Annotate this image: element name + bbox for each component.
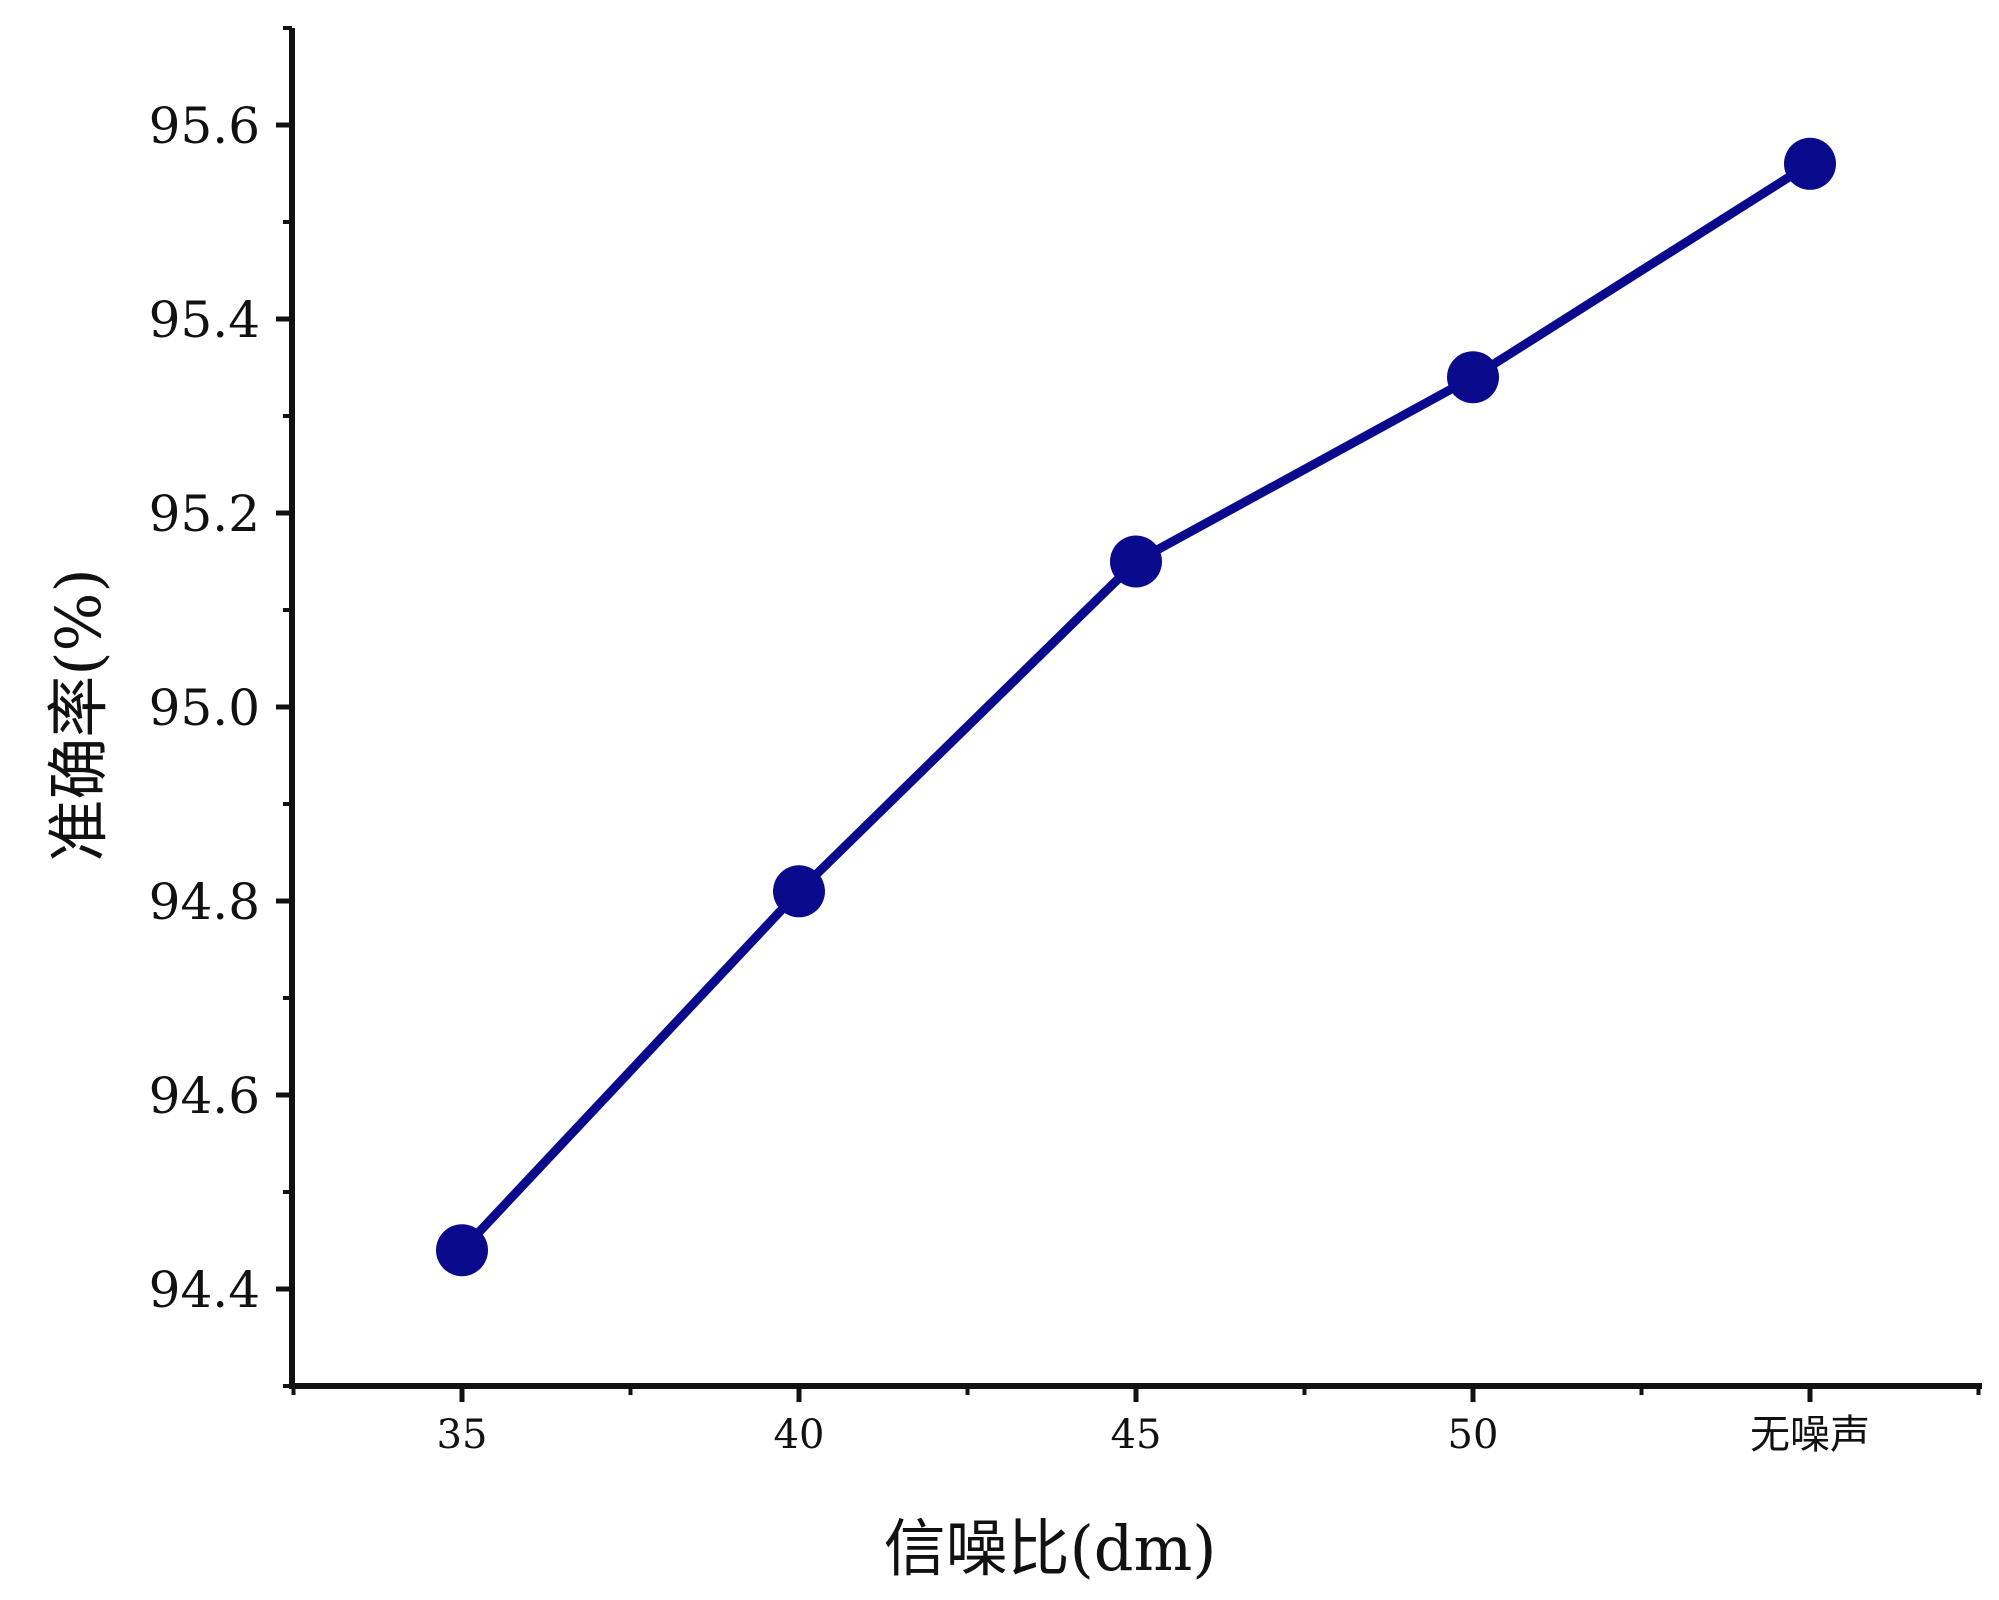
x-tick-label: 35: [437, 1412, 488, 1458]
data-point: [1110, 535, 1162, 588]
data-point: [773, 865, 825, 918]
y-axis-title: 准确率(%): [42, 568, 115, 861]
y-tick-label: 95.0: [149, 679, 260, 737]
y-tick-label: 95.6: [149, 97, 260, 155]
y-tick-label: 95.4: [149, 291, 260, 349]
x-tick-label: 45: [1111, 1412, 1162, 1458]
series: [436, 137, 1836, 1277]
x-tick-label: 40: [774, 1412, 825, 1458]
data-point: [1447, 351, 1499, 404]
data-point: [436, 1224, 488, 1277]
y-tick-label: 94.4: [149, 1261, 260, 1319]
series-line: [457, 159, 1815, 1255]
x-axis-title: 信噪比(dm): [884, 1512, 1217, 1585]
data-point: [1784, 137, 1836, 190]
y-tick-label: 94.8: [149, 873, 260, 931]
y-tick-label: 95.2: [149, 485, 260, 543]
x-tick-label: 无噪声: [1750, 1412, 1870, 1458]
axes: [289, 28, 1982, 1389]
y-tick-label: 94.6: [149, 1067, 260, 1125]
ticks: 94.4 94.6 94.8 95.0 95.2 95.4 95.6 35 40 45 50 无噪声: [149, 26, 1981, 1458]
x-tick-label: 50: [1448, 1412, 1499, 1458]
